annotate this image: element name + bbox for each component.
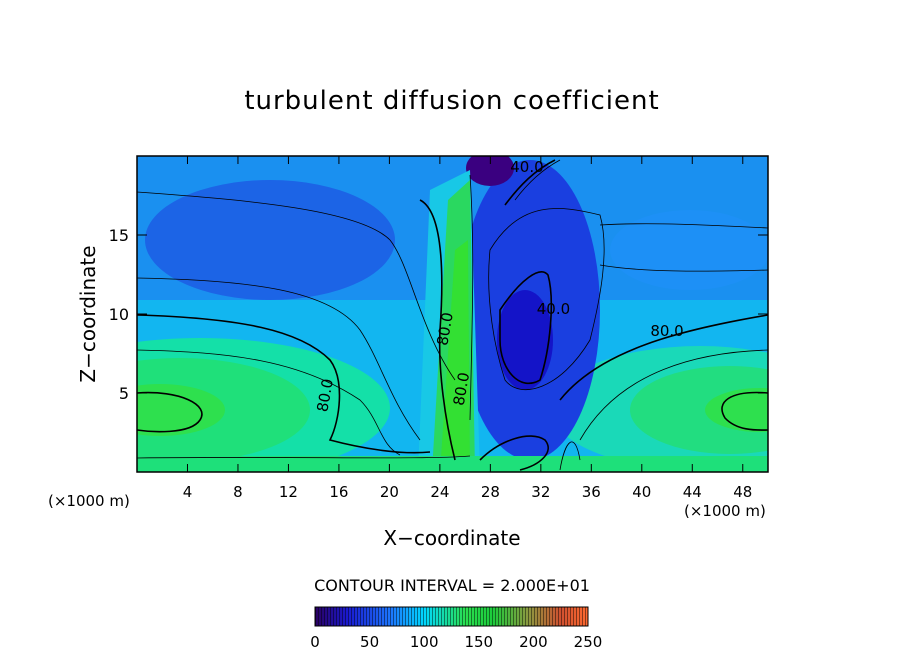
contour-lines [137, 159, 768, 471]
colorbar-ticks: 0 50 100 150 200 250 [310, 633, 602, 651]
y-tick-label: 10 [109, 305, 129, 324]
x-tick-label: 36 [582, 483, 601, 501]
x-tick-label: 20 [380, 483, 399, 501]
contour-labels: 40.0 40.0 80.0 80.0 80.0 80.0 [313, 158, 683, 414]
x-tick-label: 44 [683, 483, 702, 501]
contour-interval-label: CONTOUR INTERVAL = 2.000E+01 [314, 576, 590, 595]
y-axis-ticks: 5 10 15 [109, 226, 768, 403]
contour-label: 40.0 [537, 300, 570, 318]
x-tick-label: 48 [733, 483, 752, 501]
chart-title: turbulent diffusion coefficient [244, 86, 660, 116]
colorbar-frame [314, 606, 589, 627]
colorbar-tick-label: 50 [360, 633, 379, 651]
x-tick-label: 28 [481, 483, 500, 501]
colorbar: 0 50 100 150 200 250 [310, 606, 602, 651]
contour-label: 80.0 [433, 311, 457, 347]
colorbar-tick-label: 100 [410, 633, 439, 651]
x-tick-label: 12 [279, 483, 298, 501]
colorbar-tick-label: 250 [574, 633, 603, 651]
colorbar-tick-label: 200 [519, 633, 548, 651]
x-tick-label: 40 [632, 483, 651, 501]
colorbar-bands [315, 607, 588, 626]
x-axis-unit-left: (×1000 m) [48, 492, 130, 510]
x-axis-label: X−coordinate [383, 526, 521, 550]
heatmap-field [137, 156, 768, 472]
x-tick-label: 24 [430, 483, 449, 501]
x-tick-label: 16 [329, 483, 348, 501]
contour-label: 80.0 [450, 371, 474, 407]
contour-label: 40.0 [510, 158, 543, 176]
x-axis-ticks: 4 8 12 16 20 24 28 32 36 40 44 48 [183, 156, 752, 501]
y-tick-label: 5 [119, 384, 129, 403]
x-tick-label: 8 [233, 483, 243, 501]
x-axis-unit-right: (×1000 m) [684, 502, 766, 520]
y-tick-label: 15 [109, 226, 129, 245]
colorbar-tick-label: 150 [464, 633, 493, 651]
contour-label: 80.0 [650, 322, 683, 340]
x-tick-label: 32 [531, 483, 550, 501]
colorbar-tick-label: 0 [310, 633, 320, 651]
contour-label: 80.0 [313, 377, 337, 413]
x-tick-label: 4 [183, 483, 193, 501]
